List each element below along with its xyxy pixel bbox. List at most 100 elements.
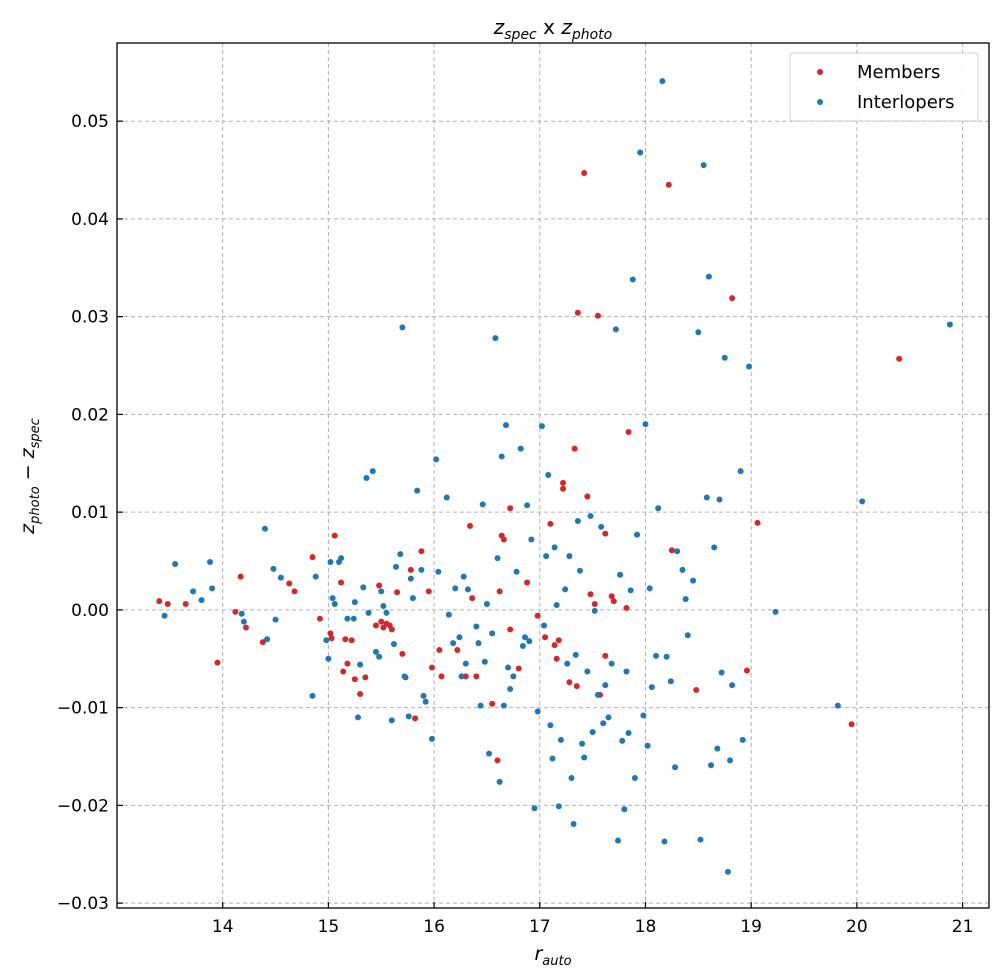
interloper-point — [834, 702, 841, 709]
interloper-point — [405, 713, 412, 720]
interloper-point — [418, 566, 425, 573]
interloper-point — [207, 559, 214, 565]
interloper-point — [238, 610, 245, 617]
member-point — [232, 608, 239, 615]
member-point — [594, 312, 601, 319]
member-point — [560, 485, 567, 492]
member-point — [496, 588, 503, 595]
interloper-point — [621, 806, 628, 813]
interloper-point — [369, 468, 376, 475]
interloper-point — [526, 638, 533, 645]
interloper-point — [270, 565, 277, 572]
interloper-point — [397, 551, 404, 558]
member-point — [376, 582, 383, 589]
y-tick-label: 0.01 — [71, 503, 109, 523]
interloper-point — [541, 622, 548, 629]
y-tick-label: 0.04 — [71, 210, 109, 230]
member-point — [693, 687, 700, 694]
legend-box — [789, 52, 979, 122]
y-tick-label: 0.05 — [71, 112, 109, 132]
member-point — [571, 445, 578, 452]
member-point — [327, 630, 334, 637]
interloper-point — [357, 661, 364, 668]
interloper-point — [589, 729, 596, 736]
member-point — [214, 659, 221, 666]
member-point — [473, 673, 480, 680]
interloper-point — [553, 602, 560, 609]
interloper-point — [682, 596, 689, 603]
interloper-point — [711, 544, 718, 551]
member-point — [259, 639, 266, 646]
interloper-point — [312, 573, 319, 580]
interloper-point — [538, 423, 545, 430]
member-point — [399, 650, 406, 657]
grid-lines — [117, 43, 989, 908]
interloper-point — [549, 755, 556, 762]
interloper-point — [481, 658, 488, 665]
interloper-point — [524, 502, 531, 509]
interloper-point — [513, 568, 520, 575]
interloper-point — [428, 735, 435, 742]
member-point — [494, 757, 501, 764]
interloper-point — [534, 708, 541, 715]
interloper-point — [659, 78, 666, 85]
member-point — [182, 601, 189, 608]
interloper-point — [365, 609, 372, 616]
interloper-point — [190, 588, 197, 595]
interloper-point — [716, 496, 723, 503]
member-point — [547, 520, 554, 527]
y-tick-label: 0.00 — [71, 601, 109, 621]
member-point — [560, 479, 567, 486]
interloper-point — [350, 615, 357, 622]
interloper-point — [674, 548, 681, 555]
x-axis-title: rauto — [534, 943, 571, 969]
interloper-point — [547, 722, 554, 729]
interloper-point — [309, 692, 316, 699]
legend-label-members: Members — [857, 62, 940, 83]
interloper-point — [510, 673, 517, 680]
interloper-point — [414, 487, 421, 494]
interloper-point — [344, 615, 351, 622]
interloper-point — [383, 609, 390, 616]
interloper-point — [325, 655, 332, 662]
member-point — [584, 493, 591, 500]
member-point — [331, 532, 338, 539]
member-point — [668, 547, 675, 554]
interloper-point — [697, 836, 704, 843]
interloper-point — [272, 616, 279, 623]
interloper-point — [240, 618, 247, 625]
interloper-point — [721, 354, 728, 361]
chart-title: zspec x zphoto — [493, 15, 612, 43]
interloper-point — [617, 571, 624, 578]
interloper-point — [695, 329, 702, 336]
legend-marker-members — [817, 69, 823, 75]
member-point — [462, 673, 469, 680]
interloper-point — [579, 740, 586, 747]
member-point — [242, 624, 249, 631]
interloper-point — [390, 641, 397, 648]
interloper-point — [507, 686, 514, 693]
interloper-point — [602, 682, 609, 689]
member-point — [555, 637, 562, 644]
interloper-point — [331, 601, 338, 608]
member-point — [515, 665, 522, 672]
interloper-point — [528, 536, 535, 543]
member-point — [412, 715, 419, 722]
interloper-point — [724, 868, 731, 875]
interloper-point — [619, 737, 626, 744]
x-tick-label: 17 — [529, 917, 551, 937]
interloper-point — [477, 702, 484, 709]
member-point — [524, 579, 531, 586]
member-point — [665, 181, 672, 188]
member-point — [848, 721, 855, 728]
member-point — [469, 595, 476, 602]
interloper-point — [566, 553, 573, 560]
interloper-point — [634, 531, 641, 538]
interloper-point — [584, 668, 591, 675]
legend-label-interlopers: Interlopers — [857, 92, 955, 113]
interloper-point — [746, 363, 753, 370]
interloper-point — [627, 587, 634, 594]
interloper-point — [946, 321, 953, 328]
interloper-point — [859, 498, 866, 505]
